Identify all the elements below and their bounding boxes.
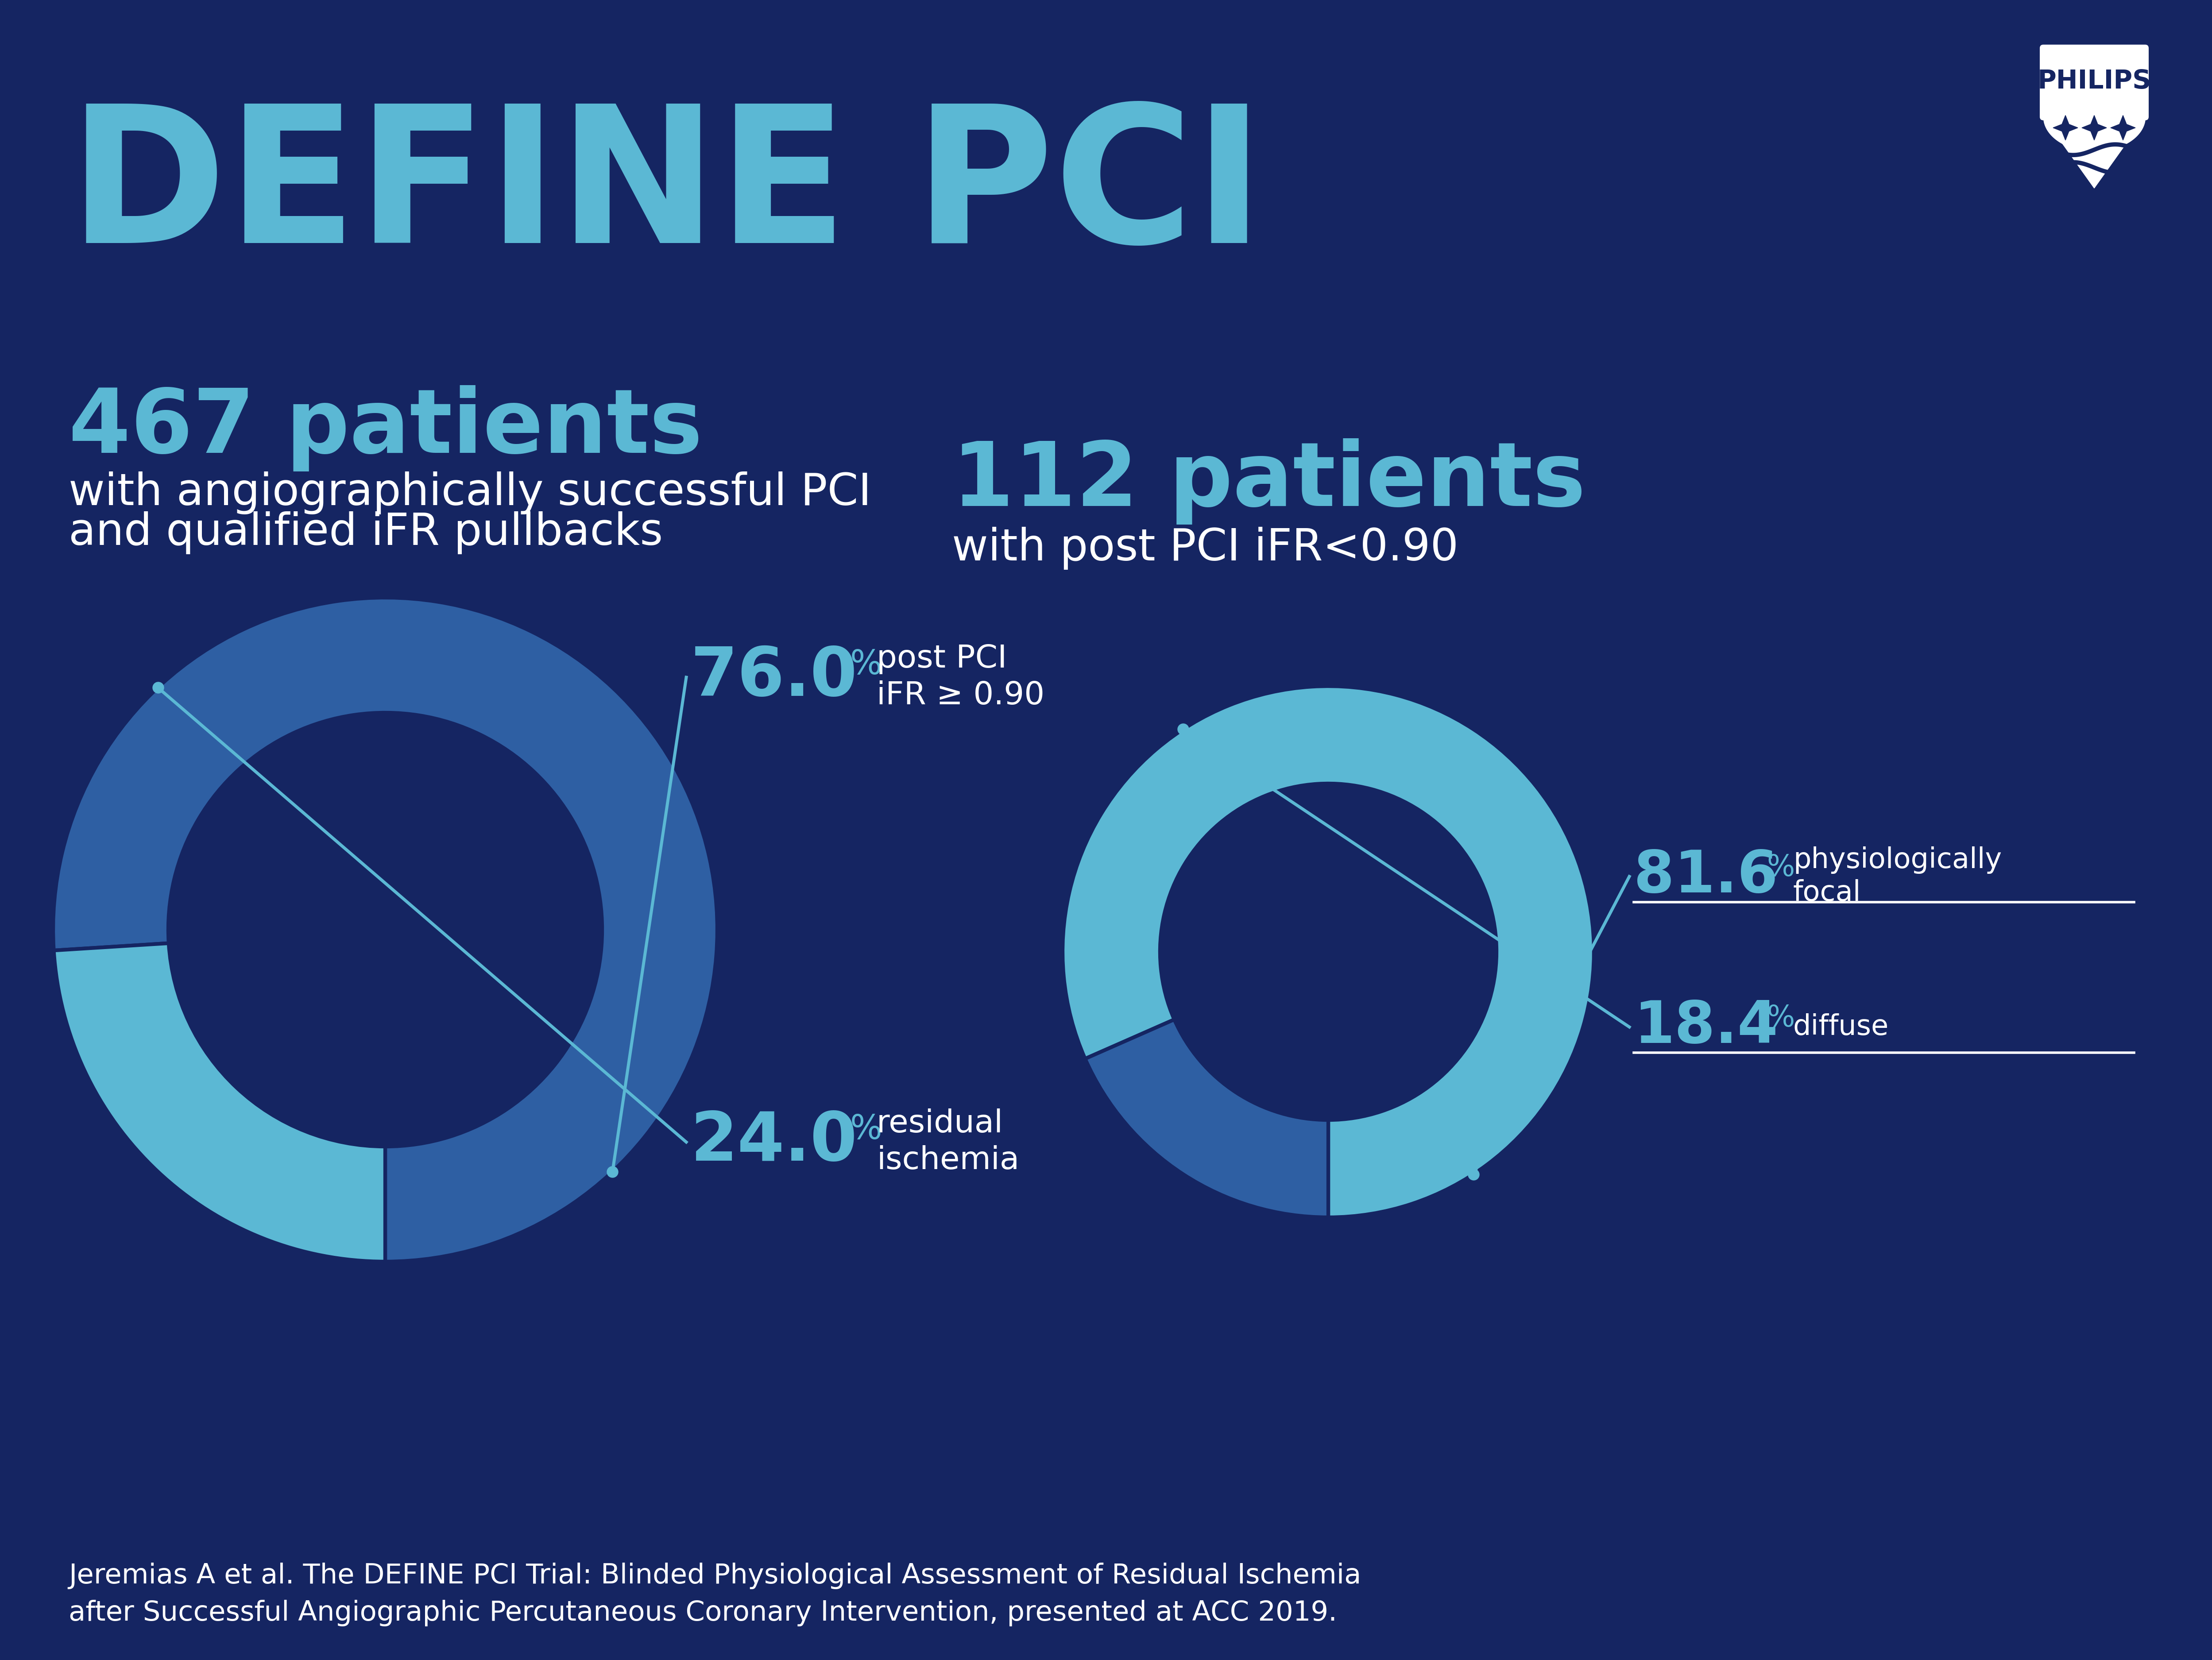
Text: 112 patients: 112 patients [951,438,1586,525]
Polygon shape [2110,115,2135,139]
Wedge shape [53,943,385,1262]
Text: 18.4: 18.4 [1635,999,1778,1056]
Text: post PCI
iFR ≥ 0.90: post PCI iFR ≥ 0.90 [876,644,1044,710]
Text: physiologically
focal: physiologically focal [1794,847,2002,906]
Text: %: % [1767,1004,1794,1033]
Text: Jeremias A et al. The DEFINE PCI Trial: Blinded Physiological Assessment of Resi: Jeremias A et al. The DEFINE PCI Trial: … [69,1562,1360,1627]
Text: %: % [1767,853,1794,881]
Polygon shape [2081,115,2106,139]
Text: diffuse: diffuse [1794,1013,1889,1041]
Text: 467 patients: 467 patients [69,385,703,471]
Text: 24.0: 24.0 [690,1109,858,1175]
Text: and qualified iFR pullbacks: and qualified iFR pullbacks [69,511,664,554]
Text: 76.0: 76.0 [690,644,858,710]
Wedge shape [53,598,717,1262]
Polygon shape [2053,115,2077,139]
Wedge shape [1062,686,1595,1217]
Wedge shape [1086,1019,1327,1217]
Polygon shape [2044,83,2146,188]
Text: with post PCI iFR<0.90: with post PCI iFR<0.90 [951,526,1458,569]
Text: residual
ischemia: residual ischemia [876,1109,1020,1175]
Text: DEFINE PCI: DEFINE PCI [69,98,1265,282]
FancyBboxPatch shape [2039,45,2148,120]
Text: %: % [849,649,883,681]
Text: with angiographically successful PCI: with angiographically successful PCI [69,471,872,515]
Text: PHILIPS: PHILIPS [2037,68,2152,93]
Text: 81.6: 81.6 [1635,848,1778,905]
Text: %: % [849,1114,883,1145]
